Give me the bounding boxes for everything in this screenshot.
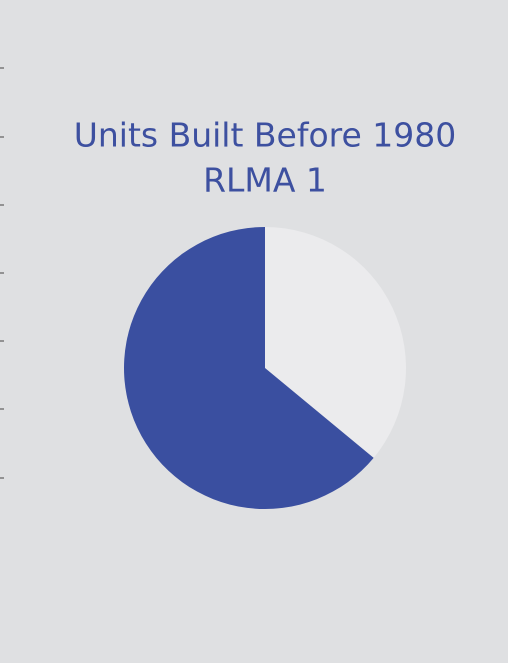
chart-title: Units Built Before 1980	[74, 116, 457, 155]
chart-subtitle: RLMA 1	[203, 161, 327, 200]
pie-slice	[123, 227, 374, 509]
edge-ticks	[0, 67, 4, 479]
pie-slice	[265, 227, 406, 458]
